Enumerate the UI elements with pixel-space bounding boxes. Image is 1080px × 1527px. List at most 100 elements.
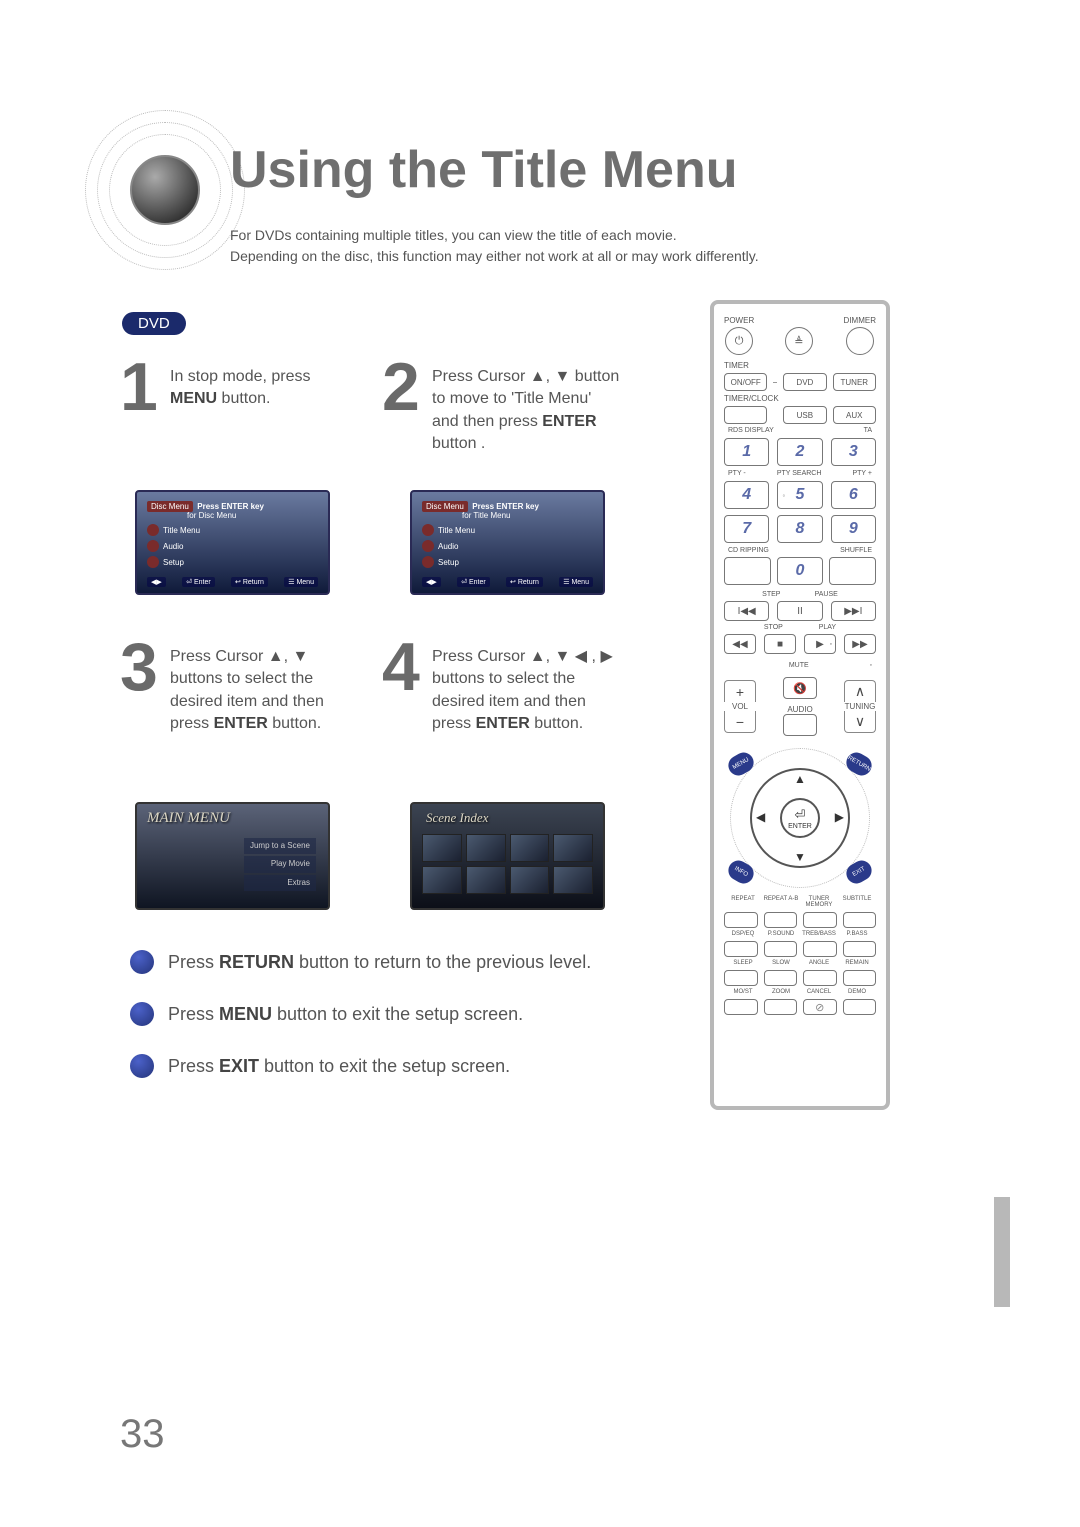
psound-label: P.SOUND (762, 931, 800, 937)
subtitle-label: SUBTITLE (838, 896, 876, 908)
fastforward-button[interactable]: ▶▶ (844, 634, 876, 654)
demo-button[interactable] (843, 999, 877, 1015)
rewind-button[interactable]: ◀◀ (724, 634, 756, 654)
prev-icon: I◀◀ (738, 606, 756, 617)
play-button[interactable]: ▶◦ (804, 634, 836, 654)
vol-down-button[interactable]: − (724, 711, 756, 733)
shuffle-button[interactable] (829, 557, 876, 585)
prev-button[interactable]: I◀◀ (724, 601, 769, 621)
bullet-icon (130, 1002, 154, 1026)
footnote-return: Press RETURN button to return to the pre… (130, 950, 630, 974)
ta-label: TA (864, 427, 872, 434)
dvd-button[interactable]: DVD (783, 373, 826, 391)
step-3-number: 3 (120, 640, 164, 694)
audio-button[interactable] (783, 714, 817, 736)
rewind-icon: ◀◀ (732, 639, 747, 650)
osd-row-1: Disc Menu Press ENTER key for Disc Menu … (135, 490, 605, 595)
trebbass-button[interactable] (803, 941, 837, 957)
tuning-label: TUNING (845, 702, 876, 711)
remote-control: POWER ⏻ ≜ DIMMER TIMER ON/OFF DVD TUNER … (710, 300, 890, 1110)
footnotes: Press RETURN button to return to the pre… (130, 950, 630, 1106)
power-icon: ⏻ (735, 335, 744, 348)
cancel-button[interactable]: ⊘ (803, 999, 837, 1015)
speaker-graphic (85, 110, 245, 270)
movie-scene-index: Scene Index (410, 802, 605, 910)
pause-button[interactable]: II (777, 601, 822, 621)
step-4-text: Press Cursor ▲, ▼ ◀ , ▶ buttons to selec… (432, 640, 620, 736)
sleep-button[interactable] (724, 970, 758, 986)
dimmer-button[interactable] (846, 327, 874, 355)
repeat-button[interactable] (724, 912, 758, 928)
repeat-ab-label: REPEAT A-B (762, 896, 800, 908)
pbass-button[interactable] (843, 941, 877, 957)
num-5-button[interactable]: ◦5 (777, 481, 822, 509)
eject-button[interactable]: ≜ (785, 327, 813, 355)
most-button[interactable] (724, 999, 758, 1015)
movie-main-menu: MAIN MENU Jump to a Scene Play Movie Ext… (135, 802, 330, 910)
mute-button[interactable]: 🔇 (783, 677, 817, 699)
dspeq-button[interactable] (724, 941, 758, 957)
psound-button[interactable] (764, 941, 798, 957)
dspeq-label: DSP/EQ (724, 931, 762, 937)
aux-button[interactable]: AUX (833, 406, 876, 424)
stop-button[interactable]: ■ (764, 634, 796, 654)
num-7-button[interactable]: 7 (724, 515, 769, 543)
num-0-button[interactable]: 0 (777, 557, 824, 585)
footnote-exit: Press EXIT button to exit the setup scre… (130, 1054, 630, 1078)
repeat-ab-button[interactable] (764, 912, 798, 928)
remain-button[interactable] (843, 970, 877, 986)
page-title: Using the Title Menu (230, 140, 738, 200)
usb-button[interactable]: USB (783, 406, 826, 424)
next-icon: ▶▶I (844, 606, 862, 617)
onoff-button[interactable]: ON/OFF (724, 373, 767, 391)
remain-label: REMAIN (838, 960, 876, 966)
timerclock-button[interactable] (724, 406, 767, 424)
nav-pad: MENU RETURN INFO EXIT ▲ ▼ ◀ ▶ ⏎ ENTER (730, 748, 870, 888)
slow-button[interactable] (764, 970, 798, 986)
intro-text: For DVDs containing multiple titles, you… (230, 225, 850, 267)
number-keypad: 1 2 3 (724, 438, 876, 466)
num-9-button[interactable]: 9 (831, 515, 876, 543)
mute-label: MUTE (789, 662, 809, 669)
tuning-down-button[interactable]: ∨ (844, 711, 876, 733)
next-button[interactable]: ▶▶I (831, 601, 876, 621)
stop-label: STOP (764, 624, 783, 631)
step-1-number: 1 (120, 360, 164, 414)
step-1-text: In stop mode, press MENU button. (170, 360, 358, 411)
angle-button[interactable] (803, 970, 837, 986)
zoom-button[interactable] (764, 999, 798, 1015)
osd-screen-1: Disc Menu Press ENTER key for Disc Menu … (135, 490, 330, 595)
enter-button[interactable]: ⏎ ENTER (780, 798, 820, 838)
zoom-label: ZOOM (762, 989, 800, 995)
tuning-up-button[interactable]: ∧ (844, 680, 876, 702)
pty-search-label: PTY SEARCH (777, 470, 822, 477)
num-3-button[interactable]: 3 (831, 438, 876, 466)
vol-label: VOL (732, 702, 748, 711)
vol-up-button[interactable]: + (724, 680, 756, 702)
bullet-icon (130, 1054, 154, 1078)
page-number: 33 (120, 1412, 165, 1457)
shuffle-label: SHUFFLE (840, 547, 872, 554)
cdripping-button[interactable] (724, 557, 771, 585)
step-4: 4 Press Cursor ▲, ▼ ◀ , ▶ buttons to sel… (382, 640, 620, 736)
ff-icon: ▶▶ (852, 639, 867, 650)
eject-icon: ≜ (794, 335, 803, 348)
subtitle-button[interactable] (843, 912, 877, 928)
num-1-button[interactable]: 1 (724, 438, 769, 466)
power-button[interactable]: ⏻ (725, 327, 753, 355)
cancel-icon: ⊘ (815, 1001, 824, 1014)
step-2-number: 2 (382, 360, 426, 414)
tuner-button[interactable]: TUNER (833, 373, 876, 391)
step-4-number: 4 (382, 640, 426, 694)
num-6-button[interactable]: 6 (831, 481, 876, 509)
play-label: PLAY (819, 624, 836, 631)
step-3: 3 Press Cursor ▲, ▼ buttons to select th… (120, 640, 358, 736)
tuner-memory-button[interactable] (803, 912, 837, 928)
num-2-button[interactable]: 2 (777, 438, 822, 466)
num-8-button[interactable]: 8 (777, 515, 822, 543)
num-4-button[interactable]: 4 (724, 481, 769, 509)
cursor-right-icon: ▶ (835, 810, 844, 824)
enter-icon: ⏎ (795, 807, 806, 823)
pause-label: PAUSE (815, 591, 838, 598)
osd-row-2: MAIN MENU Jump to a Scene Play Movie Ext… (135, 802, 605, 910)
